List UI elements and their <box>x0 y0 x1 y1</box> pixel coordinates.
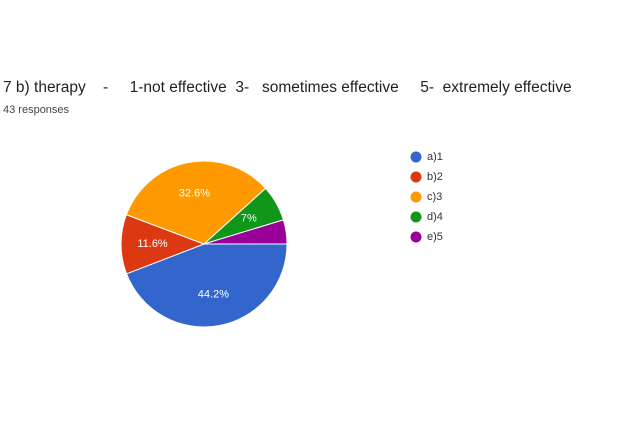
pie-slice <box>125 160 267 245</box>
pie-slice <box>125 243 288 328</box>
legend-label: d)4 <box>427 211 443 223</box>
legend-swatch <box>410 231 422 243</box>
slice-label: 32.6% <box>179 187 210 199</box>
legend-label: e)5 <box>427 231 443 243</box>
slice-label: 44.2% <box>198 289 229 301</box>
chart-title: 7 b) therapy - 1-not effective 3- someti… <box>3 79 572 96</box>
legend-label: c)3 <box>427 191 442 203</box>
legend-label: b)2 <box>427 171 443 183</box>
slice-label: 7% <box>241 213 257 225</box>
legend-label: a)1 <box>427 151 443 163</box>
chart-subtitle: 43 responses <box>3 104 70 116</box>
legend-swatch <box>410 191 422 203</box>
slice-label: 11.6% <box>137 238 168 250</box>
pie-slice <box>203 219 288 245</box>
legend-swatch <box>410 151 422 163</box>
legend-swatch <box>410 171 422 183</box>
legend-swatch <box>410 211 422 223</box>
